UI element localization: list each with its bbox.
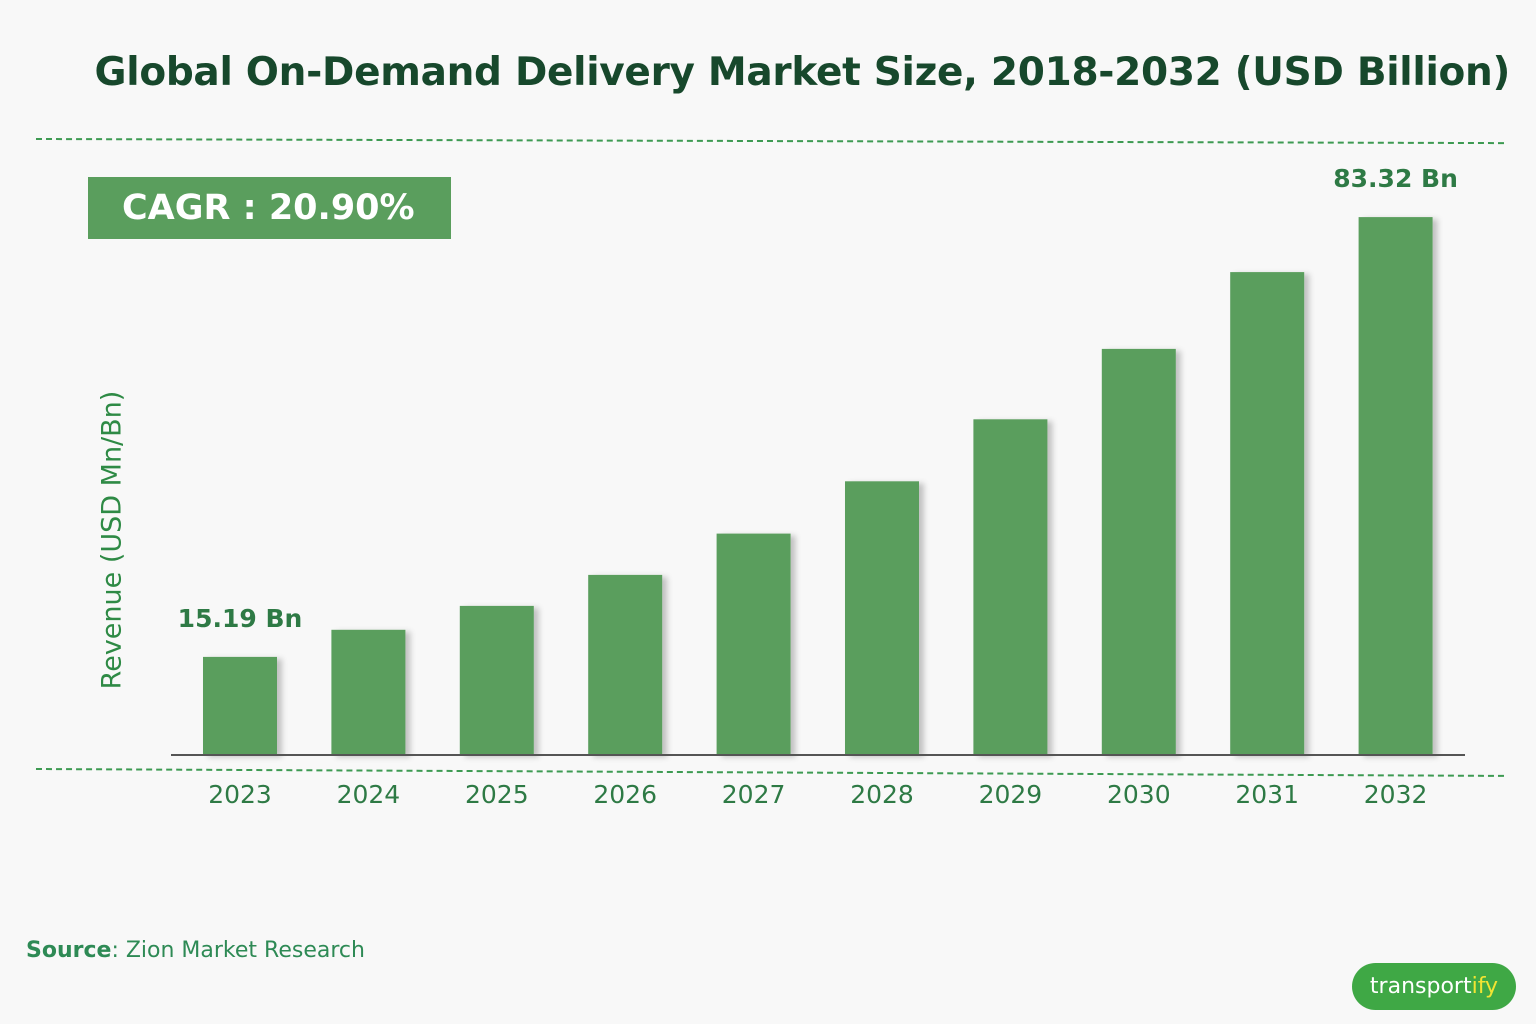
cagr-text: CAGR : 20.90%: [122, 188, 415, 228]
source-note: Source: Zion Market Research: [26, 938, 365, 963]
bar-2029: [973, 419, 1048, 755]
bar-2026: [588, 574, 663, 755]
x-tick-label-2032: 2032: [1364, 780, 1428, 809]
data-labels: 15.19 Bn 83.32 Bn: [178, 164, 1458, 633]
bar-2028: [845, 481, 919, 755]
x-tick-labels: 2023 2024 2025 2026 2027 2028 2029 2030 2031 2032: [208, 780, 1427, 809]
cagr-badge: CAGR : 20.90%: [88, 177, 451, 239]
source-label: Source: [26, 938, 112, 963]
x-tick-label-2024: 2024: [337, 780, 401, 809]
bar-2032: [1358, 217, 1433, 756]
data-label-2032: 83.32 Bn: [1333, 164, 1458, 193]
bar-2023: [203, 656, 277, 755]
bar-2027: [716, 533, 791, 755]
x-tick-label-2029: 2029: [979, 780, 1043, 809]
bar-2025: [459, 605, 534, 755]
bar-2031: [1230, 272, 1305, 755]
data-label-2023: 15.19 Bn: [178, 604, 303, 633]
bar-group: [203, 217, 1433, 756]
bar-2030: [1101, 348, 1176, 755]
bar-2024: [331, 629, 406, 755]
x-tick-label-2028: 2028: [850, 780, 914, 809]
logo-accent-text: ify: [1471, 974, 1499, 999]
source-text: : Zion Market Research: [111, 938, 365, 963]
x-tick-label-2026: 2026: [593, 780, 657, 809]
x-tick-label-2030: 2030: [1107, 780, 1171, 809]
x-tick-label-2027: 2027: [722, 780, 786, 809]
x-tick-label-2031: 2031: [1235, 780, 1299, 809]
x-tick-label-2023: 2023: [208, 780, 272, 809]
chart-title: Global On-Demand Delivery Market Size, 2…: [94, 50, 1511, 95]
transportify-logo: transport ify: [1352, 963, 1516, 1010]
logo-main-text: transport: [1369, 974, 1472, 999]
x-tick-label-2025: 2025: [465, 780, 529, 809]
